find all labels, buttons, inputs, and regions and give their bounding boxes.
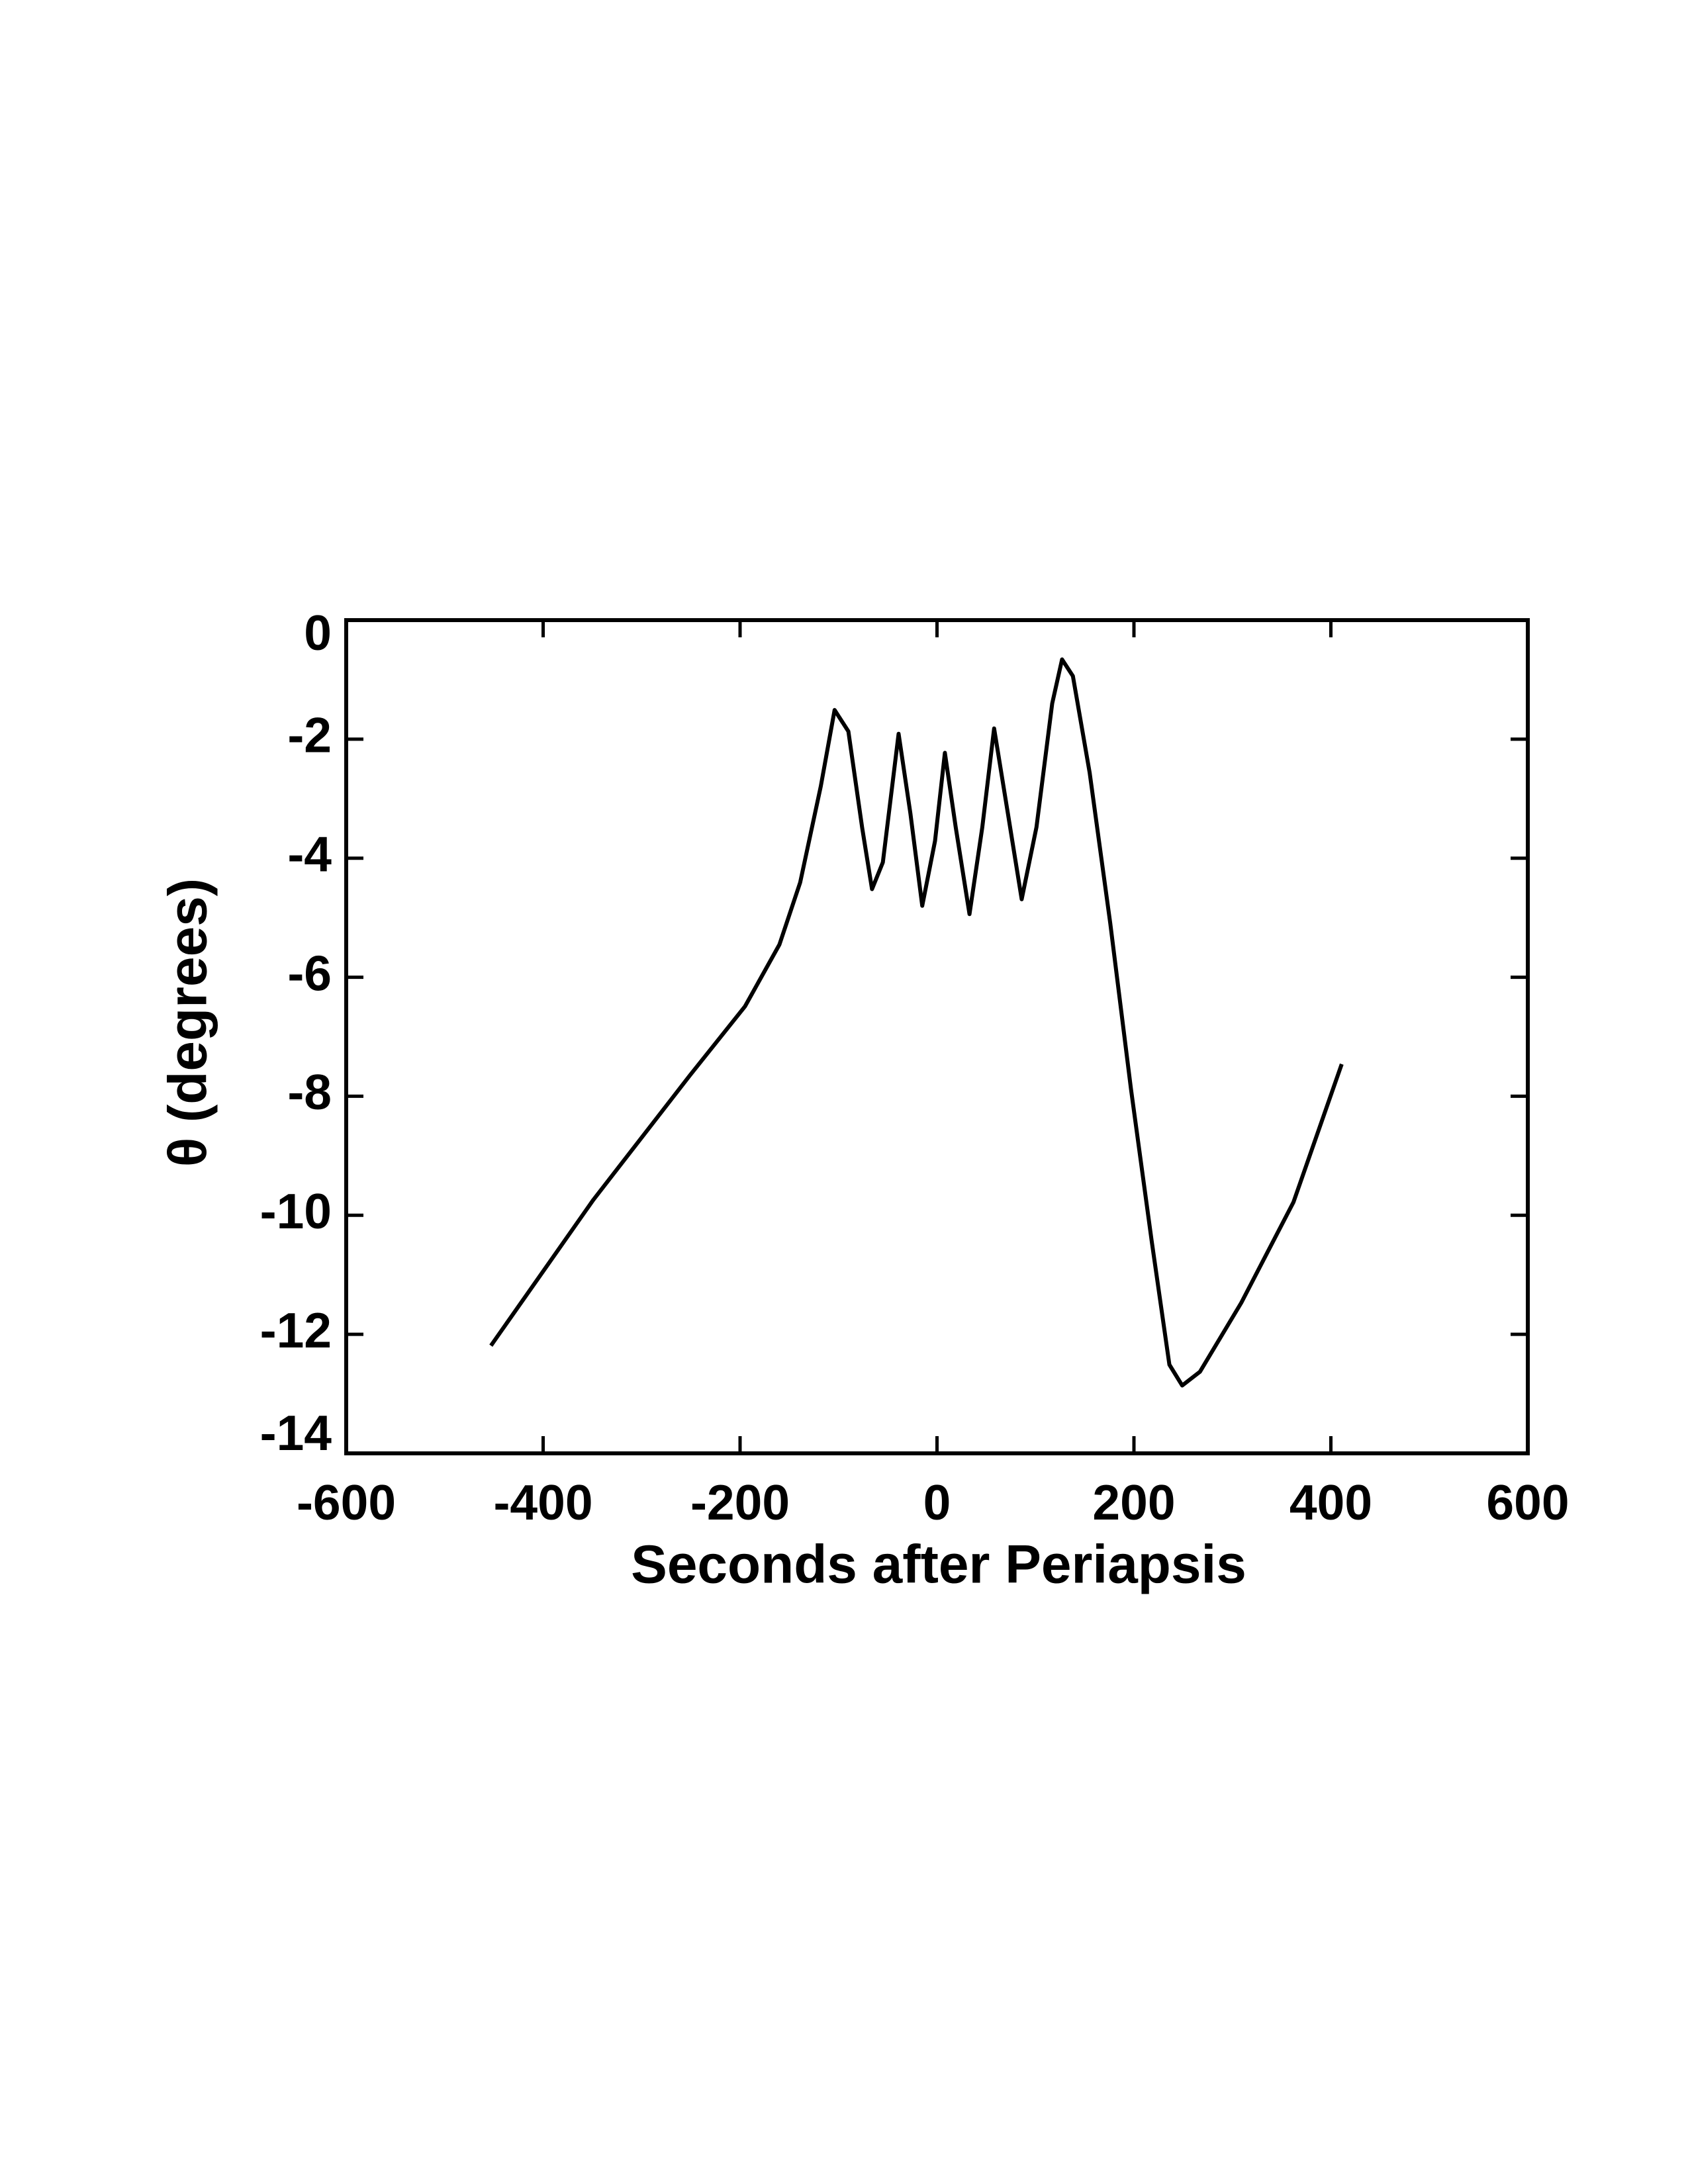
y-tick-label: -10 (260, 1183, 332, 1239)
x-tick-label: 0 (923, 1475, 951, 1530)
y-tick-label: 0 (304, 605, 332, 660)
y-tick-label: -8 (287, 1064, 332, 1120)
x-tick-label: 200 (1092, 1475, 1175, 1530)
x-tick-label: -200 (690, 1475, 790, 1530)
x-tick-label: -600 (297, 1475, 396, 1530)
x-tick-label: 600 (1486, 1475, 1569, 1530)
y-tick-label: -2 (287, 707, 332, 763)
y-tick-label: -12 (260, 1302, 332, 1358)
x-axis-label: Seconds after Periapsis (631, 1535, 1246, 1595)
y-tick-label: -6 (287, 945, 332, 1001)
x-tick-label: 400 (1289, 1475, 1372, 1530)
x-tick-label: -400 (493, 1475, 592, 1530)
y-axis-label: θ (degrees) (158, 878, 218, 1167)
y-tick-label: -14 (260, 1405, 332, 1461)
y-tick-label: -4 (287, 827, 332, 882)
data-line (489, 657, 1344, 1388)
plot-frame (344, 618, 1530, 1455)
